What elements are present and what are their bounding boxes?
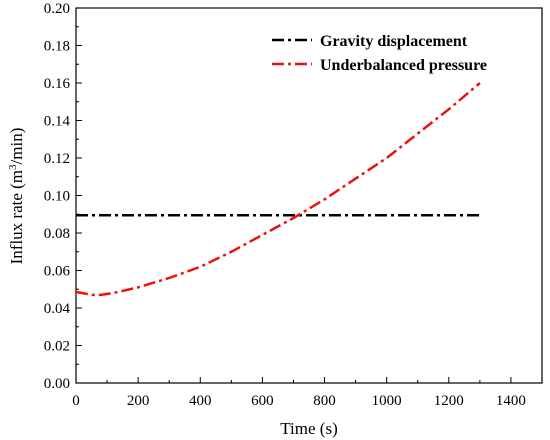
x-tick-label: 1200 — [434, 393, 464, 409]
x-tick-label: 200 — [127, 393, 150, 409]
y-tick-label: 0.16 — [44, 76, 71, 92]
x-tick-label: 1400 — [496, 393, 526, 409]
y-tick-label: 0.02 — [44, 339, 70, 355]
y-tick-label: 0.18 — [44, 39, 70, 55]
series-layer — [75, 82, 483, 297]
axis-ticks: 0 200 400 600 800 1000 1200 1400 0.00 0.02 0.04 0.0… — [44, 1, 526, 409]
series-line-underbalanced-pressure — [75, 82, 481, 297]
x-tick-label: 600 — [251, 393, 274, 409]
y-tick-label: 0.00 — [44, 376, 70, 392]
x-axis-title: Time (s) — [280, 419, 337, 438]
y-tick-label: 0.04 — [44, 301, 71, 317]
y-tick-label: 0.06 — [44, 264, 71, 280]
y-axis-title: Influx rate (m3/min) — [7, 128, 26, 265]
y-tick-label: 0.10 — [44, 189, 70, 205]
y-tick-label: 0.20 — [44, 1, 70, 17]
x-tick-label: 800 — [313, 393, 336, 409]
x-tick-label: 0 — [72, 393, 80, 409]
x-tick-label: 1000 — [372, 393, 402, 409]
legend: Gravity displacement Underbalanced press… — [272, 33, 487, 74]
y-tick-label: 0.14 — [44, 114, 71, 130]
x-tick-label: 400 — [189, 393, 212, 409]
y-tick-label: 0.08 — [44, 226, 70, 242]
y-tick-label: 0.12 — [44, 151, 70, 167]
legend-label-underbalanced-pressure: Underbalanced pressure — [320, 57, 487, 74]
legend-label-gravity-displacement: Gravity displacement — [320, 33, 468, 50]
